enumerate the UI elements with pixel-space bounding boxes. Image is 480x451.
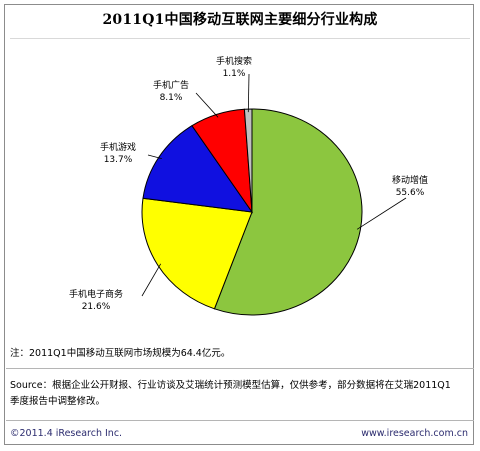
- website-link[interactable]: www.iresearch.com.cn: [361, 428, 468, 439]
- leader-line: [147, 154, 162, 159]
- leader-line: [247, 73, 250, 113]
- chart-source: Source：根据企业公开财报、行业访谈及艾瑞统计预测模型估算，仅供参考，部分数…: [10, 380, 451, 407]
- pie-slice: [213, 108, 363, 316]
- leader-line: [141, 263, 162, 297]
- leader-line: [356, 197, 407, 230]
- slice-label: 移动增值: [392, 174, 428, 186]
- slice-label: 手机搜索: [216, 55, 252, 67]
- slice-label: 手机电子商务: [69, 288, 123, 300]
- leader-line: [195, 92, 219, 118]
- slice-value-label: 13.7%: [104, 155, 133, 165]
- source-divider-top: [6, 368, 474, 369]
- chart-note: 注：2011Q1中国移动互联网市场规模为64.4亿元。: [10, 348, 231, 359]
- pie-slice: [141, 197, 253, 310]
- slice-label: 手机广告: [153, 79, 189, 91]
- title-divider: [10, 38, 470, 39]
- pie-chart: 移动增值 55.6% 手机电子商务 21.6% 手机游戏 13.7% 手机广告 8.1% 手机搜…: [69, 55, 428, 316]
- slice-label: 手机游戏: [100, 141, 136, 153]
- pie-slice: [142, 125, 254, 213]
- slice-value-label: 55.6%: [396, 188, 425, 198]
- slice-value-label: 8.1%: [160, 93, 183, 103]
- copyright-text: ©2011.4 iResearch Inc.: [10, 428, 123, 439]
- footer-divider: [6, 420, 474, 421]
- chart-title: 2011Q1中国移动互联网主要细分行业构成: [102, 12, 378, 28]
- slice-value-label: 1.1%: [223, 69, 246, 79]
- slice-value-label: 21.6%: [82, 302, 111, 312]
